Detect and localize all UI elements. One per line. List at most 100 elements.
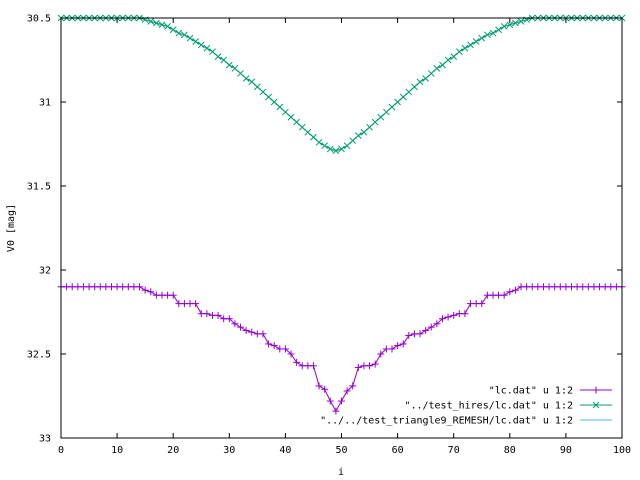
data-point — [253, 83, 261, 91]
x-axis-ticks: 0 10 20 30 40 50 60 70 80 90 100 — [58, 18, 631, 456]
data-point — [225, 61, 233, 69]
data-point — [371, 360, 379, 368]
data-point — [383, 108, 390, 116]
data-point — [209, 48, 216, 55]
data-point — [512, 19, 519, 27]
data-point — [405, 88, 413, 96]
data-point — [192, 38, 199, 45]
data-point — [214, 53, 222, 60]
y-tick-label: 31.5 — [27, 182, 51, 193]
data-point — [478, 34, 486, 42]
data-point — [197, 41, 205, 49]
y-tick-label: 31 — [39, 98, 51, 109]
x-tick-label: 30 — [223, 445, 235, 456]
data-point — [360, 128, 368, 136]
legend: "lc.dat" u 1:2 "../test_hires/lc.dat" u 1… — [320, 386, 612, 427]
data-point — [332, 407, 340, 415]
data-point — [495, 26, 502, 34]
data-point — [338, 145, 345, 153]
plot-frame — [60, 17, 623, 439]
data-point — [259, 88, 267, 96]
x-tick-label: 100 — [613, 445, 631, 456]
data-point — [265, 340, 273, 348]
data-point — [242, 326, 250, 334]
data-point — [467, 41, 474, 49]
data-point — [248, 328, 256, 336]
legend-marker — [592, 401, 600, 409]
data-point — [506, 288, 514, 296]
data-point — [164, 23, 171, 30]
data-point — [472, 38, 480, 45]
data-point — [349, 382, 357, 390]
data-point — [237, 323, 245, 331]
data-point — [366, 362, 374, 370]
data-point — [427, 70, 435, 77]
x-tick-label: 90 — [560, 445, 572, 456]
x-axis-label: i — [338, 467, 344, 478]
y-tick-label: 32.5 — [27, 350, 51, 361]
data-point — [489, 29, 497, 37]
data-point — [287, 113, 295, 121]
data-point — [394, 98, 401, 106]
data-point — [214, 311, 222, 319]
data-point — [175, 29, 183, 37]
data-point — [461, 310, 469, 318]
y-axis-label: V0 [mag] — [6, 204, 17, 252]
data-point — [422, 75, 430, 82]
plot-marks — [57, 14, 626, 415]
data-point — [169, 26, 177, 34]
data-point — [343, 142, 351, 150]
data-point — [517, 18, 525, 25]
y-tick-label: 33 — [39, 434, 51, 445]
y-tick-label: 30.5 — [27, 14, 51, 25]
data-point — [186, 34, 194, 42]
y-tick-label: 32 — [39, 266, 51, 277]
data-point — [242, 75, 250, 82]
data-point — [270, 342, 278, 350]
data-point — [343, 387, 351, 395]
x-tick-label: 70 — [448, 445, 460, 456]
data-point — [478, 300, 486, 308]
data-point — [309, 362, 317, 370]
data-point — [338, 397, 345, 405]
data-point — [158, 21, 166, 29]
legend-label: "../test_hires/lc.dat" u 1:2 — [404, 401, 573, 412]
x-tick-label: 20 — [167, 445, 179, 456]
data-point — [416, 78, 424, 86]
data-point — [220, 56, 228, 64]
data-point — [315, 382, 323, 390]
data-point — [270, 98, 278, 106]
data-point — [136, 283, 144, 291]
data-point — [310, 133, 317, 141]
data-point — [203, 310, 211, 318]
data-point — [455, 48, 463, 55]
data-point — [377, 113, 385, 121]
data-point — [439, 61, 446, 69]
x-tick-label: 40 — [279, 445, 291, 456]
data-point — [433, 65, 441, 72]
data-point — [181, 31, 188, 39]
data-point — [304, 128, 312, 136]
data-point — [293, 118, 300, 126]
data-point — [484, 31, 491, 39]
data-point — [444, 56, 452, 64]
data-point — [265, 93, 272, 101]
data-point — [282, 108, 289, 116]
data-point — [259, 330, 267, 338]
data-point — [276, 103, 284, 111]
data-point — [388, 103, 396, 111]
data-point — [354, 363, 362, 371]
series-line-1 — [61, 17, 622, 152]
data-point — [169, 291, 177, 299]
data-point — [281, 345, 289, 353]
data-point — [506, 21, 514, 29]
data-point — [394, 342, 402, 350]
data-point — [192, 300, 200, 308]
data-point — [321, 142, 329, 150]
data-point — [405, 332, 413, 340]
data-point — [354, 132, 362, 139]
data-point — [332, 147, 340, 155]
data-point — [315, 138, 323, 146]
data-point — [500, 291, 508, 299]
data-point — [231, 320, 239, 328]
